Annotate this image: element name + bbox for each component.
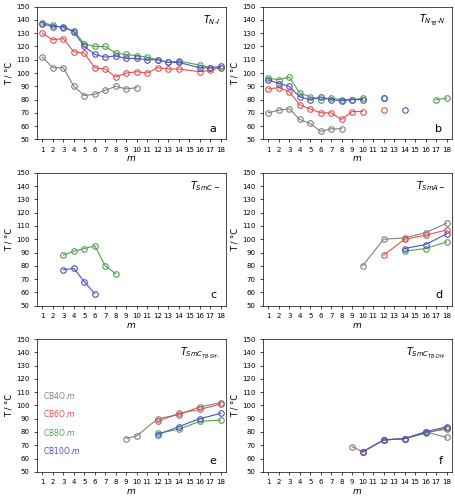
X-axis label: $m$: $m$	[126, 154, 136, 164]
Text: e: e	[209, 456, 216, 466]
Text: f: f	[437, 456, 441, 466]
Y-axis label: T / °C: T / °C	[230, 228, 238, 251]
Y-axis label: T / °C: T / °C	[4, 62, 13, 84]
Text: CB6O.$m$: CB6O.$m$	[43, 408, 76, 419]
Text: a: a	[209, 124, 216, 134]
Y-axis label: T / °C: T / °C	[230, 62, 238, 84]
Text: $T_{N\text{-}I}$: $T_{N\text{-}I}$	[202, 14, 220, 27]
Text: d: d	[434, 290, 441, 300]
Y-axis label: T / °C: T / °C	[4, 228, 13, 251]
Text: $T_{SmA-}$: $T_{SmA-}$	[415, 180, 445, 194]
Y-axis label: T / °C: T / °C	[230, 394, 238, 417]
Y-axis label: T / °C: T / °C	[4, 394, 13, 417]
Text: CB10O.$m$: CB10O.$m$	[43, 446, 80, 456]
Text: $T_{N_{TB}\text{-}N}$: $T_{N_{TB}\text{-}N}$	[419, 14, 445, 28]
Text: b: b	[435, 124, 441, 134]
Text: $T_{SmC-}$: $T_{SmC-}$	[190, 180, 220, 194]
X-axis label: $m$: $m$	[126, 487, 136, 496]
Text: $T_{SmC_{TB\text{-}SH\text{-}}}$: $T_{SmC_{TB\text{-}SH\text{-}}}$	[180, 346, 220, 361]
Text: CB8O.$m$: CB8O.$m$	[43, 426, 76, 438]
X-axis label: $m$: $m$	[352, 154, 362, 164]
X-axis label: $m$: $m$	[126, 320, 136, 330]
X-axis label: $m$: $m$	[352, 487, 362, 496]
Text: c: c	[210, 290, 216, 300]
X-axis label: $m$: $m$	[352, 320, 362, 330]
Text: $T_{SmC_{TB\text{-}DH\text{-}}}$: $T_{SmC_{TB\text{-}DH\text{-}}}$	[405, 346, 445, 361]
Text: CB4O.$m$: CB4O.$m$	[43, 390, 76, 400]
